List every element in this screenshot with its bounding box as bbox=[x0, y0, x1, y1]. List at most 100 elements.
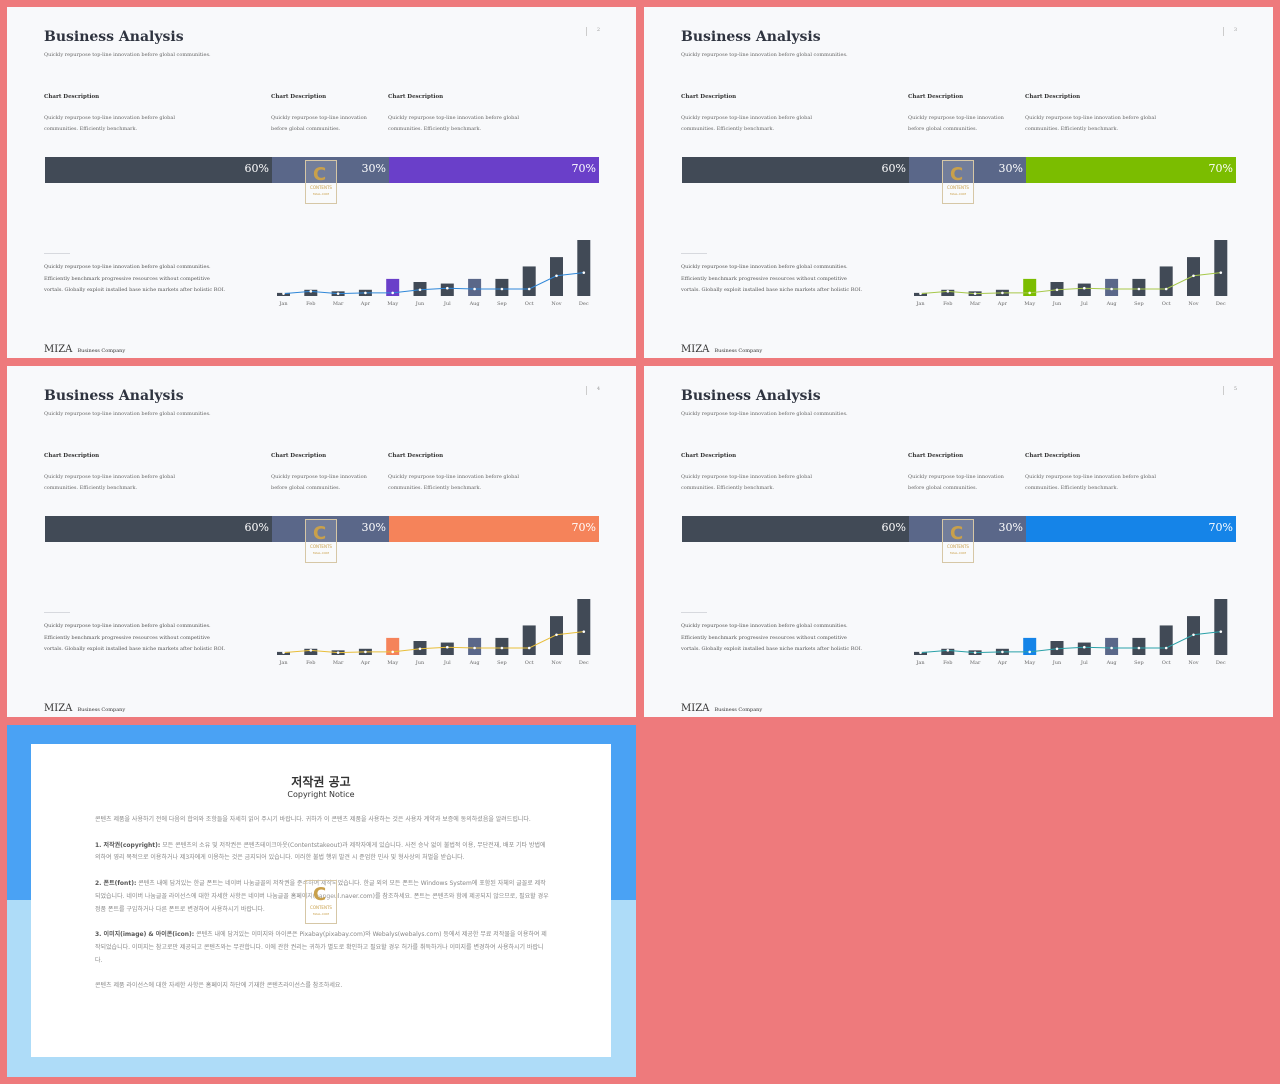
segment-60: 60% bbox=[682, 157, 909, 183]
bar-dec bbox=[577, 240, 591, 296]
body-text: Quickly repurpose top-line innovation be… bbox=[44, 623, 226, 652]
brand-footer: MIZA Business Company bbox=[44, 696, 125, 715]
segment-70: 70% bbox=[389, 516, 599, 542]
watermark-logo: C CONTENTS MALL.COM bbox=[305, 880, 337, 924]
segment-70: 70% bbox=[1026, 516, 1236, 542]
page-number: 5 bbox=[1222, 386, 1237, 395]
watermark-logo: C CONTENTS MALL.COM bbox=[305, 160, 337, 204]
chart-description-3: Chart Description Quickly repurpose top-… bbox=[1025, 453, 1156, 491]
bar-jul bbox=[440, 283, 454, 296]
brand-tag: Business Company bbox=[714, 707, 763, 713]
trend-line bbox=[283, 631, 584, 654]
trend-point-sep bbox=[500, 646, 504, 650]
tick-jun: Jun bbox=[415, 660, 425, 666]
chart-description-2: Chart Description Quickly repurpose top-… bbox=[908, 453, 1004, 491]
tick-aug: Aug bbox=[1106, 301, 1118, 307]
trend-point-oct bbox=[1164, 287, 1168, 291]
divider bbox=[44, 612, 70, 613]
trend-point-jul bbox=[446, 645, 449, 649]
tick-mar: Mar bbox=[333, 301, 344, 307]
bar-oct bbox=[522, 625, 536, 655]
trend-point-sep bbox=[1137, 287, 1141, 291]
tick-oct: Oct bbox=[1162, 301, 1171, 307]
tick-sep: Sep bbox=[1134, 301, 1144, 307]
tick-jul: Jul bbox=[1080, 301, 1088, 307]
notice-subtitle: Copyright Notice bbox=[287, 790, 355, 799]
tick-nov: Nov bbox=[1188, 301, 1198, 307]
tick-may: May bbox=[1024, 301, 1035, 307]
slide-title: Business Analysis bbox=[681, 388, 821, 404]
segment-30: 30% bbox=[909, 516, 1026, 542]
trend-point-jun bbox=[1055, 647, 1059, 651]
page-number: 4 bbox=[585, 386, 600, 395]
trend-point-aug bbox=[1110, 646, 1113, 650]
notice-outro: 콘텐츠 제품 라이선스에 대한 자세한 사항은 홈페이지 하단에 기재한 콘텐츠… bbox=[95, 982, 343, 990]
segment-70: 70% bbox=[389, 157, 599, 183]
bar-may bbox=[1023, 637, 1037, 655]
slide-title: Business Analysis bbox=[44, 29, 184, 45]
tick-dec: Dec bbox=[1216, 301, 1226, 307]
bar-sep bbox=[1132, 637, 1146, 655]
notice-title: 저작권 공고 bbox=[291, 775, 351, 789]
trend-point-feb bbox=[946, 649, 950, 652]
trend-point-jun bbox=[418, 288, 422, 292]
tick-feb: Feb bbox=[306, 301, 315, 307]
copyright-notice-slide: 저작권 공고 Copyright Notice 콘텐츠 제품을 사용하기 전에 … bbox=[7, 725, 636, 1077]
bar-dec bbox=[1214, 240, 1228, 296]
tick-mar: Mar bbox=[970, 660, 981, 666]
notice-image: 3. 이미지(image) & 아이콘(icon): 콘텐츠 내에 담겨있는 이… bbox=[95, 931, 547, 964]
trend-point-jan bbox=[282, 651, 285, 654]
bar-may bbox=[1023, 278, 1037, 296]
brand-tag: Business Company bbox=[77, 707, 126, 713]
slide-title: Business Analysis bbox=[681, 29, 821, 45]
slide-4: Business Analysis Quickly repurpose top-… bbox=[7, 366, 636, 717]
bar-jul bbox=[1077, 283, 1091, 296]
trend-point-mar bbox=[973, 292, 977, 295]
trend-point-jun bbox=[418, 647, 422, 651]
chart-description-1: Chart Description Quickly repurpose top-… bbox=[44, 453, 175, 491]
chart-description-1: Chart Description Quickly repurpose top-… bbox=[681, 453, 812, 491]
bar-feb bbox=[941, 289, 955, 296]
trend-point-jul bbox=[1083, 286, 1086, 290]
tick-oct: Oct bbox=[525, 301, 534, 307]
tick-jul: Jul bbox=[1080, 660, 1088, 666]
tick-sep: Sep bbox=[1134, 660, 1144, 666]
trend-point-may bbox=[391, 291, 394, 295]
trend-point-dec bbox=[582, 630, 586, 633]
body-text: Quickly repurpose top-line innovation be… bbox=[681, 623, 863, 652]
bar-aug bbox=[1105, 637, 1119, 655]
notice-intro: 콘텐츠 제품을 사용하기 전에 다음의 합의와 조항들을 자세히 읽어 주시기 … bbox=[95, 816, 531, 823]
trend-point-apr bbox=[364, 291, 367, 295]
bar-jul bbox=[1077, 642, 1091, 655]
trend-point-apr bbox=[1001, 650, 1004, 654]
brand-name: MIZA bbox=[681, 344, 710, 355]
brand-name: MIZA bbox=[44, 344, 73, 355]
slide-title: Business Analysis bbox=[44, 388, 184, 404]
tick-apr: Apr bbox=[997, 301, 1008, 307]
trend-point-nov bbox=[1192, 633, 1195, 637]
page-number: 2 bbox=[585, 27, 600, 36]
bar-aug bbox=[468, 637, 482, 655]
segment-30: 30% bbox=[272, 157, 389, 183]
trend-point-dec bbox=[582, 271, 586, 274]
trend-point-jul bbox=[446, 286, 449, 290]
bar-sep bbox=[495, 278, 509, 296]
watermark-logo: C CONTENTS MALL.COM bbox=[942, 160, 974, 204]
trend-point-feb bbox=[309, 290, 313, 293]
tick-sep: Sep bbox=[497, 301, 507, 307]
monthly-bar-chart: Jan Feb Mar Apr May Jun Jul Aug Sep Oct Nov Dec bbox=[914, 240, 1228, 307]
brand-footer: MIZA Business Company bbox=[681, 337, 762, 356]
tick-jan: Jan bbox=[915, 301, 925, 307]
percentage-bar: 60% 30% 70% bbox=[682, 157, 1236, 183]
notice-card: 저작권 공고 Copyright Notice 콘텐츠 제품을 사용하기 전에 … bbox=[31, 744, 611, 1057]
segment-30: 30% bbox=[272, 516, 389, 542]
slide-2: Business Analysis Quickly repurpose top-… bbox=[7, 7, 636, 358]
trend-point-oct bbox=[527, 287, 531, 291]
bar-sep bbox=[495, 637, 509, 655]
bar-dec bbox=[577, 599, 591, 655]
tick-nov: Nov bbox=[551, 301, 561, 307]
bar-oct bbox=[522, 266, 536, 296]
tick-jan: Jan bbox=[278, 660, 288, 666]
trend-point-dec bbox=[1219, 630, 1223, 633]
brand-tag: Business Company bbox=[77, 348, 126, 354]
